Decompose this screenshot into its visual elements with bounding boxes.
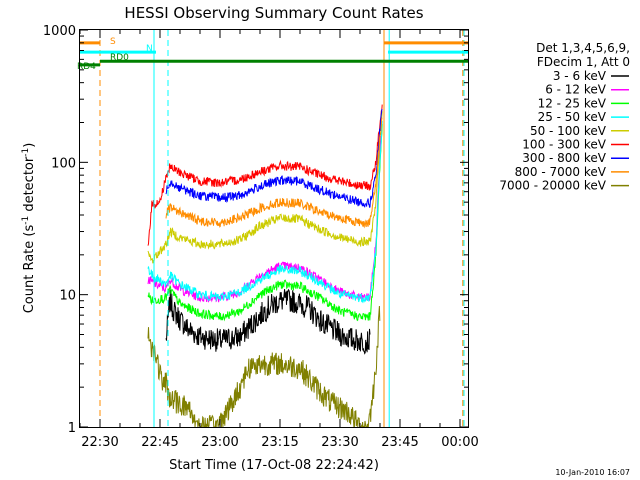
y-axis-label-main: Count Rate (s (22, 225, 37, 314)
flag-label-s: S (110, 37, 116, 47)
legend-label-800-7000-kev: 800 - 7000 keV (515, 165, 607, 179)
flag-layer: S N RD0 RD4 (77, 30, 468, 427)
footer-timestamp: 10-Jan-2010 16:07 (555, 468, 630, 477)
series-layer (147, 104, 383, 429)
y-axis: 1 10 100 1000 (43, 24, 468, 436)
legend-label-7000-20000-kev: 7000 - 20000 keV (499, 179, 606, 193)
series-line-12-25-kev (147, 123, 383, 322)
legend-header-1: Det 1,3,4,5,6,9, (536, 41, 630, 55)
x-tick-label-23-00: 23:00 (201, 435, 238, 450)
legend-label-25-50-kev: 25 - 50 keV (538, 110, 607, 124)
legend-header-2: FDecim 1, Att 0 (537, 55, 630, 69)
legend-label-300-800-kev: 300 - 800 keV (522, 151, 606, 165)
x-tick-label-22-45: 22:45 (141, 435, 178, 450)
y-axis-label-sup2: -1 (21, 148, 31, 157)
plot-frame (79, 29, 469, 428)
chart-title: HESSI Observing Summary Count Rates (124, 4, 423, 22)
legend-label-3-6-kev: 3 - 6 keV (553, 69, 607, 83)
x-tick-label-22-30: 22:30 (81, 435, 118, 450)
x-tick-label-23-15: 23:15 (261, 435, 298, 450)
y-axis-label: Count Rate (s-1 detector-1) (21, 143, 37, 314)
x-tick-label-23-45: 23:45 (381, 435, 418, 450)
series-line-3-6-kev (165, 288, 371, 355)
y-tick-label-100: 100 (51, 156, 76, 171)
series-line-7000-20000-kev (147, 305, 381, 429)
y-tick-label-1000: 1000 (43, 24, 76, 39)
flag-label-rd4: RD4 (77, 62, 96, 72)
y-axis-label-mid: detector (22, 156, 37, 216)
legend-label-12-25-kev: 12 - 25 keV (538, 96, 607, 110)
series-line-100-300-kev (147, 104, 383, 246)
flag-label-rd0: RD0 (110, 53, 129, 63)
legend-label-100-300-kev: 100 - 300 keV (522, 138, 606, 152)
series-line-50-100-kev (147, 111, 383, 264)
legend: Det 1,3,4,5,6,9, FDecim 1, Att 0 3 - 6 k… (499, 41, 630, 193)
flag-label-n: N (146, 44, 153, 54)
x-axis-label: Start Time (17-Oct-08 22:24:42) (169, 458, 379, 473)
y-tick-label-1: 1 (68, 421, 76, 436)
x-axis: 22:30 22:45 23:00 23:15 23:30 23:45 00:00 (79, 30, 479, 450)
x-tick-label-23-30: 23:30 (321, 435, 358, 450)
series-line-300-800-kev (165, 108, 383, 208)
y-axis-label-end: ) (22, 143, 37, 148)
legend-label-6-12-kev: 6 - 12 keV (545, 83, 607, 97)
y-tick-label-10: 10 (59, 289, 76, 304)
series-line-25-50-kev (147, 120, 383, 304)
x-tick-label-00-00: 00:00 (441, 435, 478, 450)
y-axis-label-sup1: -1 (21, 216, 31, 225)
series-line-800-7000-kev (165, 117, 383, 229)
legend-label-50-100-kev: 50 - 100 keV (530, 124, 607, 138)
